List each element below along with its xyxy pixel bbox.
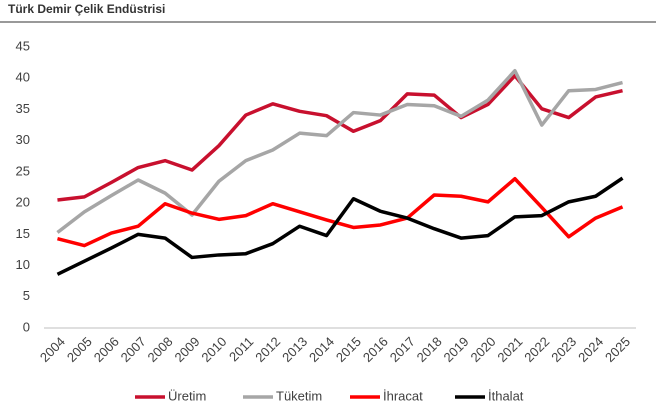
x-tick-label: 2011 — [226, 334, 256, 364]
y-tick-label: 35 — [16, 101, 30, 116]
legend-label: İthalat — [488, 388, 524, 403]
x-tick-label: 2006 — [91, 334, 122, 365]
x-tick-label: 2008 — [145, 334, 176, 365]
y-tick-label: 45 — [16, 38, 30, 53]
x-tick-label: 2025 — [602, 334, 633, 365]
series-line — [56, 176, 624, 276]
series-line — [56, 68, 623, 234]
x-tick-label: 2009 — [171, 334, 202, 365]
x-tick-label: 2023 — [548, 334, 579, 365]
y-tick-label: 10 — [16, 257, 30, 272]
x-tick-label: 2010 — [198, 334, 229, 365]
y-tick-label: 0 — [23, 319, 30, 334]
x-tick-label: 2019 — [441, 334, 472, 365]
y-tick-label: 25 — [16, 163, 30, 178]
x-tick-label: 2012 — [252, 334, 283, 365]
series-line — [57, 177, 624, 248]
x-tick-label: 2004 — [37, 334, 68, 365]
legend-label: Tüketim — [276, 388, 322, 403]
y-tick-label: 20 — [16, 195, 30, 210]
y-tick-label: 30 — [16, 132, 30, 147]
legend-label: İhracat — [383, 388, 423, 403]
x-tick-label: 2017 — [387, 334, 418, 365]
x-tick-label: 2020 — [467, 334, 498, 365]
x-tick-label: 2024 — [575, 334, 606, 365]
x-tick-label: 2014 — [306, 334, 337, 365]
x-tick-label: 2016 — [360, 334, 391, 365]
y-tick-label: 15 — [16, 226, 30, 241]
x-tick-label: 2022 — [521, 334, 552, 365]
x-tick-label: 2018 — [414, 334, 445, 365]
x-tick-label: 2021 — [494, 334, 525, 365]
legend-label: Üretim — [168, 388, 206, 403]
y-tick-label: 5 — [23, 288, 30, 303]
chart-title: Türk Demir Çelik Endüstrisi — [8, 2, 165, 16]
x-tick-label: 2007 — [118, 334, 149, 365]
x-tick-label: 2015 — [333, 334, 364, 365]
y-tick-label: 40 — [16, 70, 30, 85]
x-tick-label: 2013 — [279, 334, 310, 365]
x-tick-label: 2005 — [64, 334, 95, 365]
